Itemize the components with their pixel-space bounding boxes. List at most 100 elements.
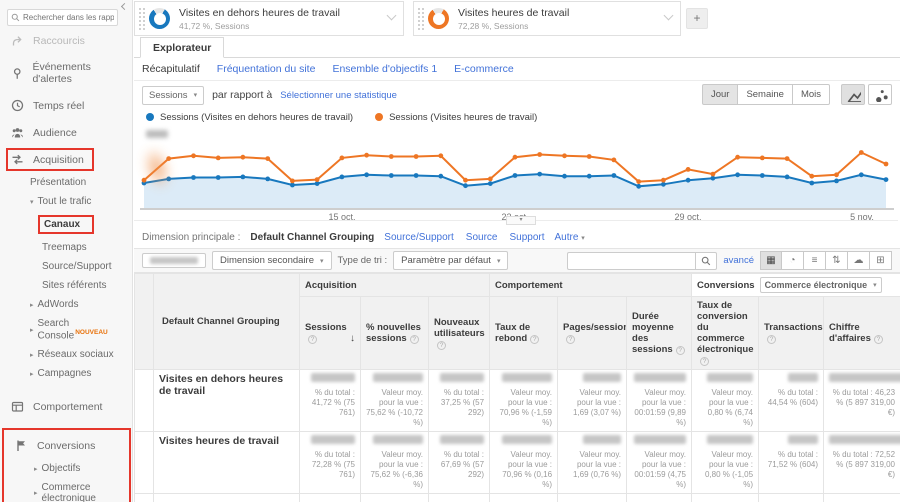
data-point[interactable] xyxy=(759,173,765,178)
data-point[interactable] xyxy=(463,183,468,189)
data-point[interactable] xyxy=(685,167,691,172)
channel-link-organic-search[interactable]: Organic Search xyxy=(180,501,253,502)
data-point[interactable] xyxy=(586,173,592,179)
data-point[interactable] xyxy=(191,175,196,180)
help-icon[interactable]: ? xyxy=(308,335,317,344)
subtab-fr-quentation-du-site[interactable]: Fréquentation du site xyxy=(216,63,316,75)
help-icon[interactable]: ? xyxy=(873,335,883,344)
column-header-pages-session[interactable]: Pages/session? xyxy=(557,296,628,370)
data-point[interactable] xyxy=(586,154,592,159)
data-point[interactable] xyxy=(438,153,444,159)
data-point[interactable] xyxy=(858,172,864,178)
data-point[interactable] xyxy=(759,155,765,161)
plot-rows-button[interactable] xyxy=(142,253,206,268)
table-search-button[interactable] xyxy=(695,251,718,270)
table-icon[interactable]: ▦ xyxy=(760,251,782,270)
help-icon[interactable]: ? xyxy=(409,335,419,344)
data-point[interactable] xyxy=(611,157,617,163)
data-point[interactable] xyxy=(388,154,394,159)
chevron-down-icon[interactable] xyxy=(386,10,397,21)
help-icon[interactable]: ? xyxy=(437,340,446,350)
data-point[interactable] xyxy=(364,172,369,178)
data-point[interactable] xyxy=(834,178,839,184)
sort-desc-icon[interactable]: ↓ xyxy=(350,333,355,344)
data-point[interactable] xyxy=(735,154,740,160)
percentage-icon[interactable]: ◔ xyxy=(782,251,804,270)
sidebar-item-temps-r-el[interactable]: Temps réel xyxy=(0,92,132,119)
data-point[interactable] xyxy=(809,173,815,179)
pick-stat-link[interactable]: Sélectionner une statistique xyxy=(280,89,397,101)
chart-type-line-chart[interactable] xyxy=(841,84,865,105)
data-point[interactable] xyxy=(314,181,320,186)
sidebar-item-sites-r-f-rents[interactable]: Sites référents xyxy=(0,276,132,295)
sort-type-select[interactable]: Paramètre par défaut ▾ xyxy=(393,251,509,270)
report-search-input[interactable] xyxy=(23,13,114,22)
conversions-type-select[interactable]: Commerce électronique ▾ xyxy=(759,277,882,293)
dimension-default-channel-grouping[interactable]: Default Channel Grouping xyxy=(250,231,375,243)
data-point[interactable] xyxy=(191,153,196,159)
data-point[interactable] xyxy=(487,176,493,182)
dimension-more-link[interactable]: Autre ▾ xyxy=(554,231,585,243)
column-header-nouveaux-utilisateurs[interactable]: Nouveaux utilisateurs? xyxy=(427,296,491,370)
data-point[interactable] xyxy=(661,181,666,187)
column-header-transactions[interactable]: Transactions? xyxy=(758,296,825,370)
help-icon[interactable]: ? xyxy=(767,335,777,344)
sidebar-item-search-console[interactable]: ▸ Search ConsoleNOUVEAU xyxy=(0,314,132,345)
data-point[interactable] xyxy=(265,176,271,182)
dimension-link-source[interactable]: Source xyxy=(465,231,498,243)
data-point[interactable] xyxy=(537,171,543,177)
column-header-dur-e-moyenne-des-sessions[interactable]: Durée moyenne des sessions? xyxy=(626,296,693,370)
report-search-box[interactable] xyxy=(7,9,118,26)
sidebar-item-raccourcis[interactable]: Raccourcis xyxy=(0,27,132,54)
sidebar-item-tout-le-trafic[interactable]: ▾ Tout le trafic xyxy=(0,192,132,211)
data-point[interactable] xyxy=(809,180,815,186)
metric-select[interactable]: Sessions ▾ xyxy=(142,85,205,105)
data-point[interactable] xyxy=(290,178,295,184)
column-header-sessions[interactable]: Sessions? ↓ xyxy=(299,296,361,370)
column-header-chiffre-d-affaires[interactable]: Chiffre d'affaires? xyxy=(823,296,900,370)
sidebar-item-campagnes[interactable]: ▸ Campagnes xyxy=(0,364,132,383)
data-point[interactable] xyxy=(611,173,617,178)
add-segment-button[interactable]: + xyxy=(686,8,708,29)
data-point[interactable] xyxy=(413,154,419,159)
segment-card-1[interactable]: Visites en dehors heures de travail 41,72… xyxy=(134,1,404,36)
data-point[interactable] xyxy=(685,177,691,183)
data-point[interactable] xyxy=(512,173,518,178)
data-point[interactable] xyxy=(438,173,444,179)
data-point[interactable] xyxy=(784,174,790,180)
data-point[interactable] xyxy=(710,171,716,177)
sidebar-item-adwords[interactable]: ▸ AdWords xyxy=(0,295,132,314)
advanced-search-link[interactable]: avancé xyxy=(723,255,754,266)
column-header--nouvelles-sessions[interactable]: % nouvelles sessions? xyxy=(360,296,429,370)
data-point[interactable] xyxy=(512,154,518,160)
data-point[interactable] xyxy=(710,175,716,181)
data-point[interactable] xyxy=(636,179,642,184)
data-point[interactable] xyxy=(784,156,790,161)
data-point[interactable] xyxy=(636,183,642,189)
data-point[interactable] xyxy=(290,182,295,188)
column-header-taux-de-conversion-du-commerce-lectronique[interactable]: Taux de conversion du commerce électroni… xyxy=(691,296,760,370)
performance-icon[interactable]: ≡ xyxy=(804,251,826,270)
comparison-icon[interactable]: ⇅ xyxy=(826,251,848,270)
column-header-default-channel-grouping[interactable]: Default Channel Grouping xyxy=(153,273,300,370)
data-point[interactable] xyxy=(364,152,369,158)
chevron-down-icon[interactable] xyxy=(663,10,674,21)
sidebar-item-canaux[interactable]: Canaux xyxy=(0,211,132,238)
term-cloud-icon[interactable]: ☁ xyxy=(848,251,870,270)
tab-explorateur[interactable]: Explorateur xyxy=(140,37,225,58)
sidebar-item-objectifs[interactable]: ▸ Objectifs xyxy=(4,459,129,478)
data-point[interactable] xyxy=(463,177,468,183)
data-point[interactable] xyxy=(537,152,543,157)
data-point[interactable] xyxy=(388,173,394,178)
dimension-link-source-support[interactable]: Source/Support xyxy=(384,231,454,243)
subtab-ensemble-d-objectifs-1[interactable]: Ensemble d'objectifs 1 xyxy=(332,63,438,75)
data-point[interactable] xyxy=(562,153,567,159)
sidebar-item--v-nements-d-alertes[interactable]: Événements d'alertes xyxy=(0,54,132,92)
sidebar-item-treemaps[interactable]: Treemaps xyxy=(0,238,132,257)
data-point[interactable] xyxy=(215,175,221,180)
help-icon[interactable]: ? xyxy=(675,346,685,355)
secondary-dimension-button[interactable]: Dimension secondaire ▾ xyxy=(212,251,332,270)
granularity-jour[interactable]: Jour xyxy=(701,84,739,105)
sidebar-item-r-seaux-sociaux[interactable]: ▸ Réseaux sociaux xyxy=(0,345,132,364)
data-point[interactable] xyxy=(141,177,147,183)
